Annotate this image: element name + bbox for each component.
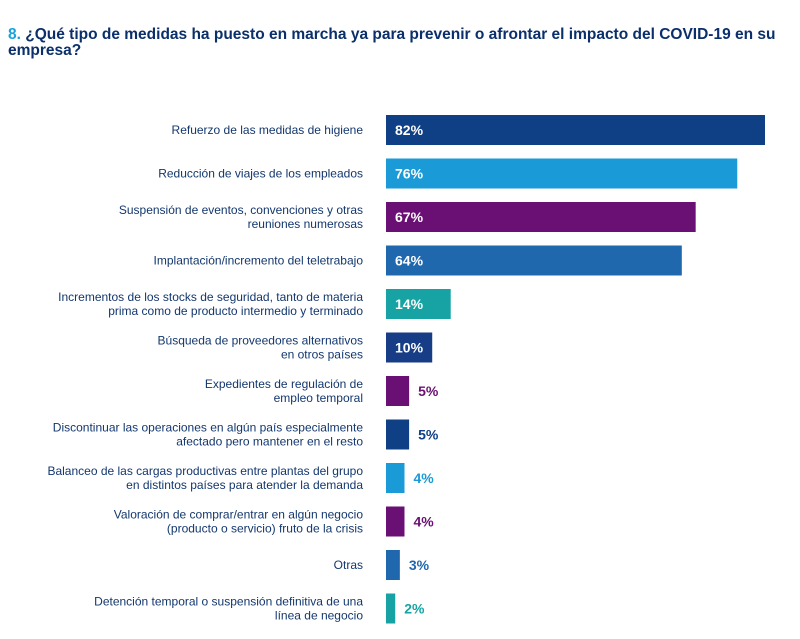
category-label-9: Valoración de comprar/entrar en algún ne… [114,508,364,536]
bar-6 [386,376,410,406]
bar-3 [386,245,682,276]
bar-11 [386,593,396,624]
bar-1 [386,158,738,189]
category-label-4: Incrementos de los stocks de seguridad, … [58,290,363,318]
value-label-2: 67% [395,209,424,225]
value-label-8: 4% [413,470,434,486]
value-label-9: 4% [413,514,434,530]
bar-2 [386,202,696,232]
category-label-1: Reducción de viajes de los empleados [158,167,363,181]
bar-4 [386,289,451,319]
category-label-7: Discontinuar las operaciones en algún pa… [53,421,364,449]
question-text: ¿Qué tipo de medidas ha puesto en marcha… [8,26,776,60]
bar-0 [386,115,765,145]
chart-title: 8. ¿Qué tipo de medidas ha puesto en mar… [8,26,794,60]
question-number: 8. [8,26,21,43]
value-label-7: 5% [418,427,439,443]
category-label-10: Otras [334,558,363,572]
bar-5 [386,332,433,363]
category-label-8: Balanceo de las cargas productivas entre… [47,464,363,492]
value-label-1: 76% [395,166,424,182]
bar-8 [386,463,405,493]
category-label-0: Refuerzo de las medidas de higiene [172,123,364,137]
value-label-3: 64% [395,253,424,269]
category-label-6: Expedientes de regulación de empleo tempo… [205,377,363,405]
bar-7 [386,419,410,450]
value-label-6: 5% [418,383,439,399]
bar-10 [386,550,400,580]
value-label-0: 82% [395,122,424,138]
category-label-5: Búsqueda de proveedores alternativos en o… [158,334,363,362]
category-label-2: Suspensión de eventos, convenciones y ot… [119,203,363,231]
category-label-11: Detención temporal o suspensión definiti… [94,595,363,623]
value-label-5: 10% [395,340,424,356]
value-label-11: 2% [404,601,425,617]
value-label-10: 3% [409,557,430,573]
bar-9 [386,506,405,537]
category-label-3: Implantación/incremento del teletrabajo [154,254,364,268]
value-label-4: 14% [395,296,424,312]
